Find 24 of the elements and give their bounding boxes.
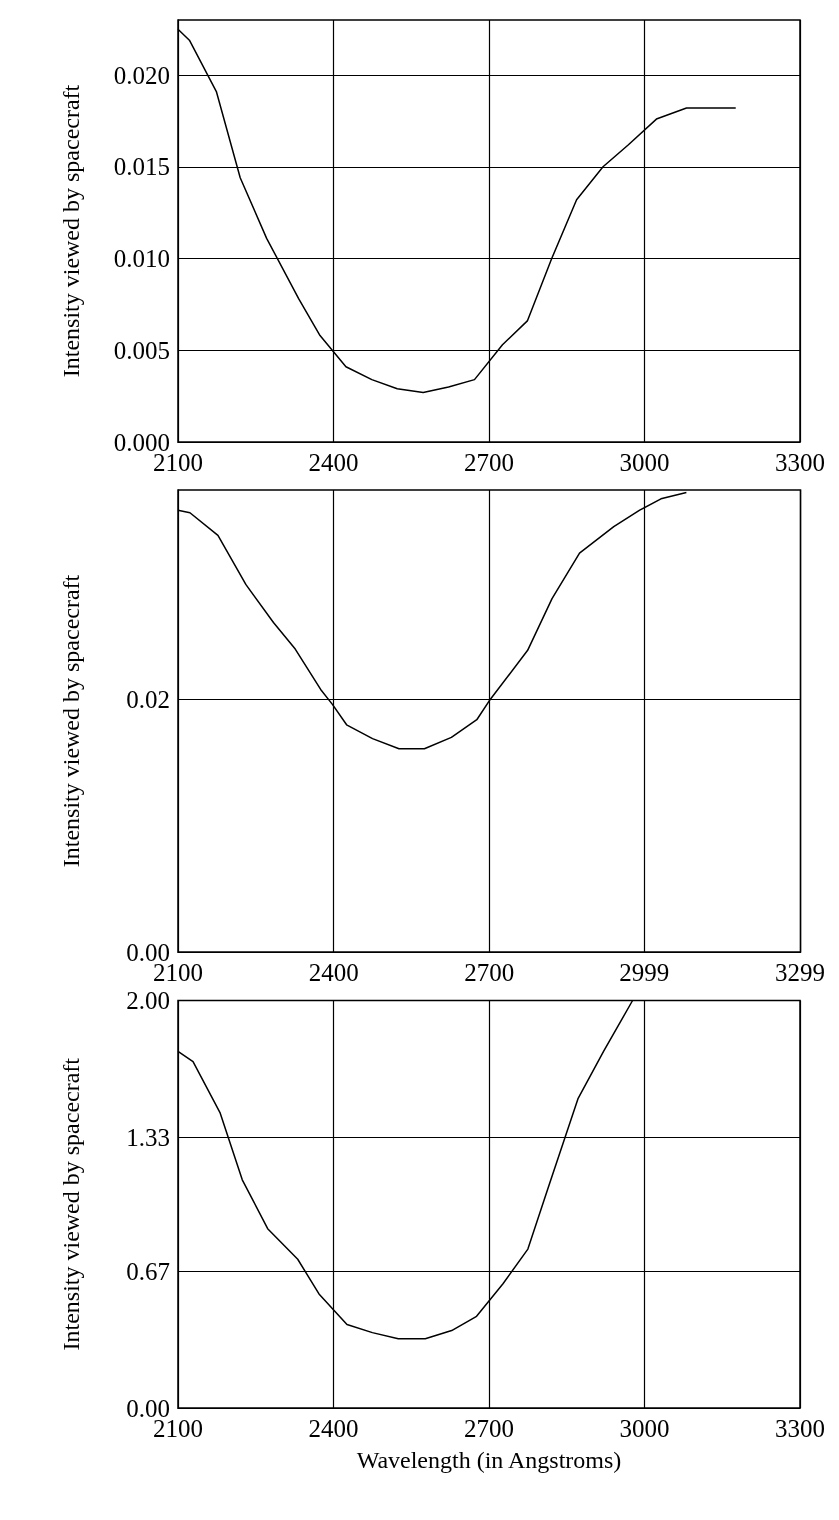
x-tick-label: 3299 [775, 959, 825, 986]
x-tick-label: 3300 [775, 449, 825, 476]
y-axis-title: Intensity viewed by spacecraft [58, 1057, 84, 1351]
y-tick-label: 0.015 [113, 153, 170, 181]
y-tick-label: 0.02 [126, 686, 170, 714]
y-axis-title: Intensity viewed by spacecraft [58, 84, 84, 378]
x-tick-label: 2700 [464, 1415, 514, 1442]
y-axis-title: Intensity viewed by spacecraft [58, 574, 84, 868]
x-tick-label: 2999 [619, 959, 670, 986]
y-tick-label: 0.010 [113, 245, 170, 273]
x-tick-label: 3000 [619, 1415, 670, 1442]
x-tick-label: 2700 [464, 959, 515, 986]
x-tick-label: 2400 [308, 1415, 359, 1442]
x-tick-label: 2400 [308, 959, 359, 986]
x-tick-label: 2400 [308, 449, 359, 476]
x-tick-label: 3300 [775, 1415, 825, 1442]
x-tick-label: 3000 [619, 449, 670, 476]
y-tick-label: 0.020 [113, 61, 170, 89]
y-tick-label: 1.33 [126, 1123, 170, 1151]
x-tick-label: 2700 [464, 449, 514, 476]
y-tick-label: 0.005 [113, 336, 170, 364]
y-tick-label: 0.67 [126, 1257, 170, 1285]
y-tick-label: 2.00 [126, 987, 170, 1014]
x-axis-title: Wavelength (in Angstroms) [356, 1447, 622, 1473]
